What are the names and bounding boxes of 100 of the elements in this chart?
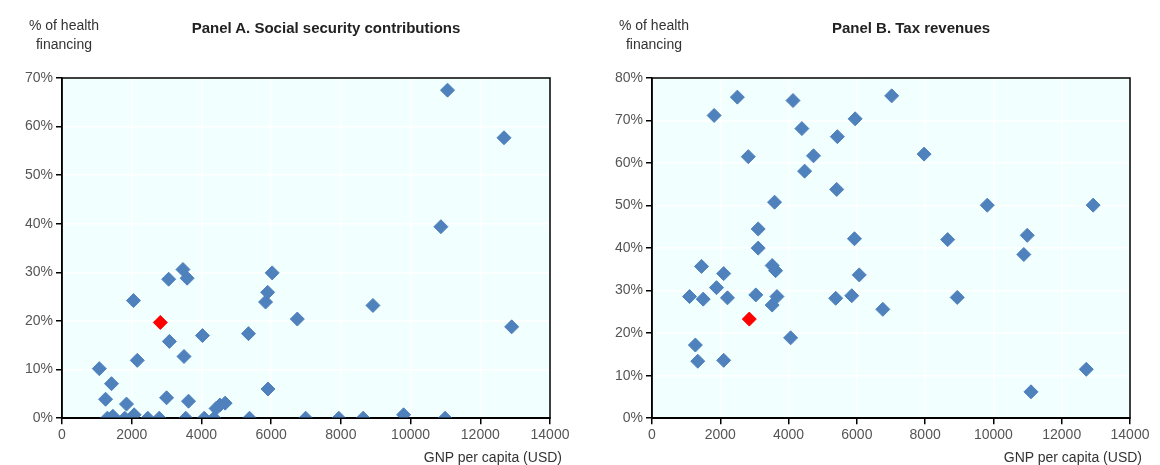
y-tick-label: 80% (614, 68, 643, 85)
y-tick-label: 0% (622, 409, 643, 426)
y-tick-label: 50% (614, 196, 643, 213)
y-tick-label: 40% (24, 214, 53, 231)
point (690, 353, 706, 369)
point (161, 333, 177, 349)
point (260, 381, 276, 397)
point (769, 289, 785, 305)
point (785, 93, 801, 109)
x-tick-label: 4000 (772, 426, 805, 443)
y-tick-label: 30% (614, 281, 643, 298)
point (496, 130, 512, 146)
point (940, 232, 956, 248)
point (194, 328, 210, 344)
point (829, 129, 845, 145)
point (91, 361, 107, 377)
point (851, 267, 867, 283)
point (396, 407, 412, 419)
x-tick-label: 6000 (255, 426, 287, 443)
y-tick-label: 70% (24, 68, 53, 85)
point (687, 337, 703, 353)
x-tick-label: 2000 (116, 426, 148, 443)
point (440, 82, 456, 98)
point (433, 219, 449, 235)
x-axis-title: GNP per capita (USD) (1003, 449, 1142, 465)
x-tick-label: 8000 (909, 426, 941, 443)
y-tick-label: 0% (32, 409, 53, 426)
x-tick-label: 10000 (391, 426, 431, 443)
x-tick-label: 14000 (1110, 426, 1150, 443)
point (916, 146, 932, 162)
point (179, 270, 195, 286)
point (719, 290, 735, 306)
point (716, 352, 732, 368)
y-axis-title: % of health financing (28, 17, 100, 52)
y-tick-label: 20% (24, 311, 53, 328)
x-tick-label: 14000 (530, 426, 570, 443)
point (1023, 384, 1039, 400)
y-tick-label: 10% (614, 366, 643, 383)
point (118, 396, 134, 412)
point (847, 111, 863, 127)
point (176, 348, 192, 364)
y-tick-label: 20% (614, 324, 643, 341)
point (1019, 227, 1035, 243)
point (125, 293, 141, 309)
point (748, 287, 764, 303)
point (741, 311, 757, 327)
y-tick-label: 30% (24, 263, 53, 280)
chart-title: Panel B. Tax revenues (831, 19, 991, 36)
point (764, 297, 780, 313)
point (750, 240, 766, 256)
x-tick-label: 12000 (1042, 426, 1082, 443)
y-tick-label: 60% (614, 153, 643, 170)
point (844, 288, 860, 304)
chart-title: Panel A. Social security contributions (191, 19, 461, 36)
point (846, 231, 862, 247)
point (1016, 246, 1032, 262)
point (159, 390, 175, 406)
x-tick-label: 4000 (185, 426, 218, 443)
point (979, 197, 995, 213)
point (289, 311, 305, 327)
y-axis-title: % of health financing (618, 17, 690, 52)
point (161, 271, 177, 287)
point (750, 221, 766, 237)
point (694, 258, 710, 274)
point (98, 391, 114, 407)
point (175, 261, 191, 277)
point (1078, 361, 1094, 377)
x-tick-label: 0 (58, 426, 67, 443)
x-tick-label: 0 (648, 426, 657, 443)
x-tick-label: 2000 (704, 426, 737, 443)
point (126, 407, 142, 419)
point (240, 326, 256, 342)
point (729, 89, 745, 105)
point (706, 107, 722, 123)
point (709, 280, 725, 296)
point (365, 297, 381, 313)
y-tick-label: 40% (614, 238, 643, 255)
y-tick-label: 70% (614, 111, 643, 128)
y-tick-label: 60% (24, 117, 53, 134)
point (829, 181, 845, 197)
point (716, 266, 732, 282)
point (797, 163, 813, 179)
x-tick-label: 6000 (841, 426, 873, 443)
point (794, 121, 810, 137)
point (181, 393, 197, 409)
point (682, 289, 698, 305)
point (104, 376, 119, 392)
y-tick-label: 50% (24, 166, 53, 183)
point (504, 319, 520, 335)
point (767, 194, 783, 210)
x-tick-label: 8000 (325, 426, 357, 443)
point (152, 314, 168, 330)
point (260, 284, 276, 300)
point (806, 148, 821, 164)
point (1085, 197, 1101, 213)
x-tick-label: 12000 (460, 426, 500, 443)
point (740, 149, 756, 165)
y-tick-label: 10% (24, 360, 53, 377)
point (875, 301, 891, 317)
point (695, 291, 711, 307)
